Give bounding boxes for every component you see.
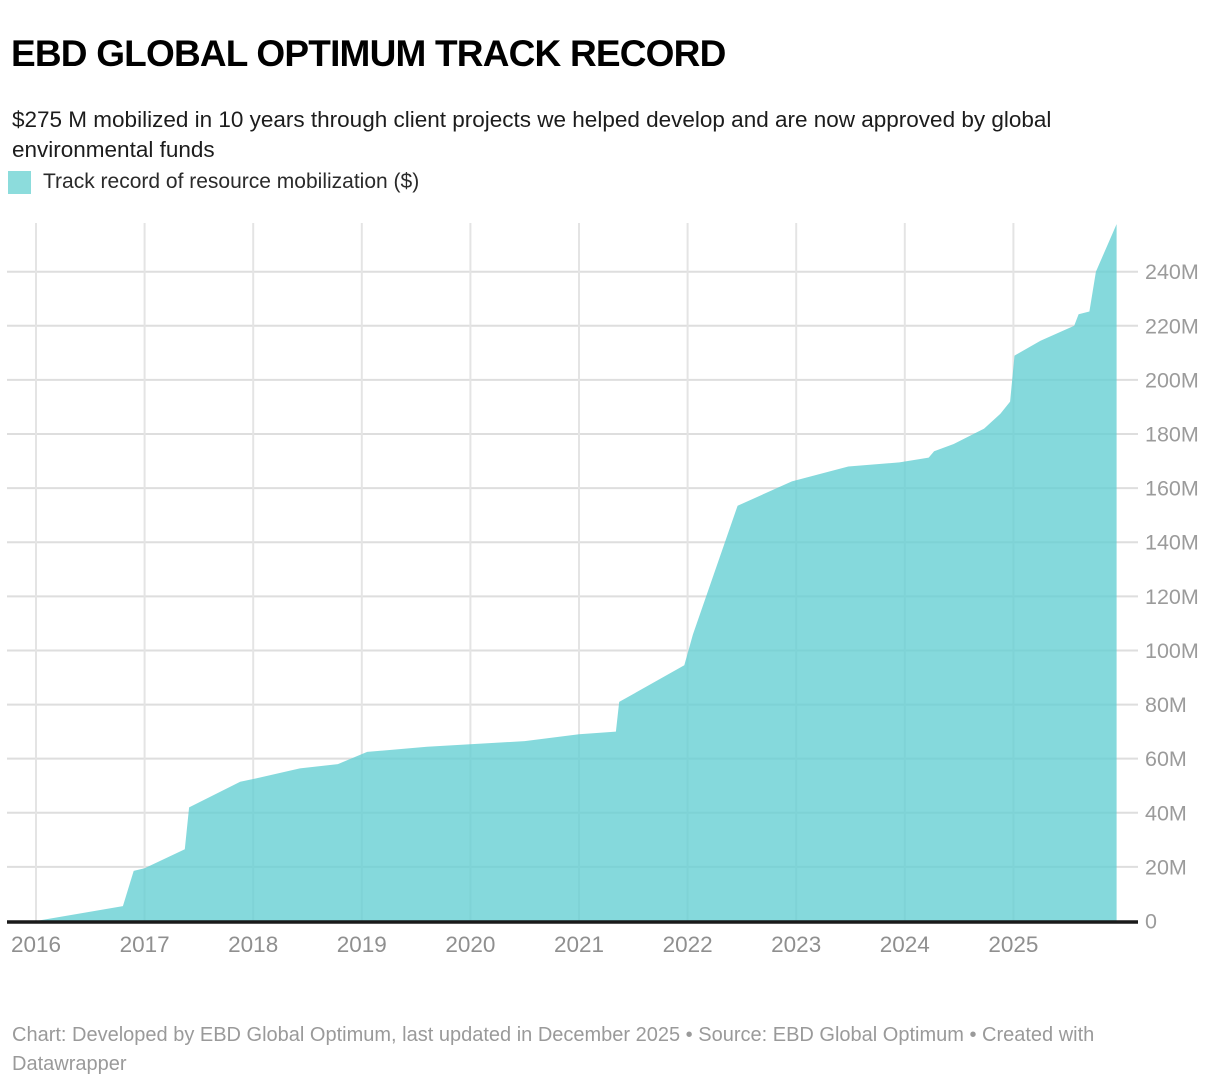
svg-text:100M: 100M: [1145, 639, 1199, 663]
svg-text:0: 0: [1145, 910, 1157, 934]
svg-text:120M: 120M: [1145, 585, 1199, 609]
area-series: [36, 224, 1117, 922]
svg-text:2024: 2024: [880, 932, 930, 957]
svg-text:140M: 140M: [1145, 531, 1199, 555]
svg-text:40M: 40M: [1145, 801, 1187, 825]
svg-text:2025: 2025: [988, 932, 1038, 957]
svg-text:2023: 2023: [771, 932, 821, 957]
page-title: EBD GLOBAL OPTIMUM TRACK RECORD: [11, 32, 726, 74]
svg-text:2021: 2021: [554, 932, 604, 957]
x-axis-labels: 2016 2017 2018 2019 2020 2021 2022 2023 2024 2025: [11, 932, 1038, 957]
svg-text:2017: 2017: [120, 932, 170, 957]
chart-subtitle: $275 M mobilized in 10 years through cli…: [12, 106, 1052, 162]
svg-text:60M: 60M: [1145, 747, 1187, 771]
legend-swatch-icon: [8, 170, 31, 194]
svg-text:160M: 160M: [1145, 477, 1199, 501]
svg-text:2022: 2022: [663, 932, 713, 957]
svg-text:2020: 2020: [445, 932, 495, 957]
svg-text:180M: 180M: [1145, 423, 1199, 447]
chart-footer: Chart: Developed by EBD Global Optimum, …: [12, 1024, 1095, 1075]
svg-text:2016: 2016: [11, 932, 61, 957]
legend-label: Track record of resource mobilization ($…: [43, 170, 420, 193]
svg-text:80M: 80M: [1145, 693, 1187, 717]
chart-legend: Track record of resource mobilization ($…: [8, 170, 419, 194]
y-axis-labels: 0 20M 40M 60M 80M 100M 120M 140M 160M 180M 200M 220…: [1145, 260, 1199, 933]
svg-text:2019: 2019: [337, 932, 387, 957]
svg-text:20M: 20M: [1145, 855, 1187, 879]
svg-text:200M: 200M: [1145, 368, 1199, 392]
svg-text:240M: 240M: [1145, 260, 1199, 284]
svg-text:220M: 220M: [1145, 314, 1199, 338]
area-chart-svg: 0 20M 40M 60M 80M 100M 120M 140M 160M 180M 200M 220…: [7, 223, 1199, 957]
svg-text:2018: 2018: [228, 932, 278, 957]
